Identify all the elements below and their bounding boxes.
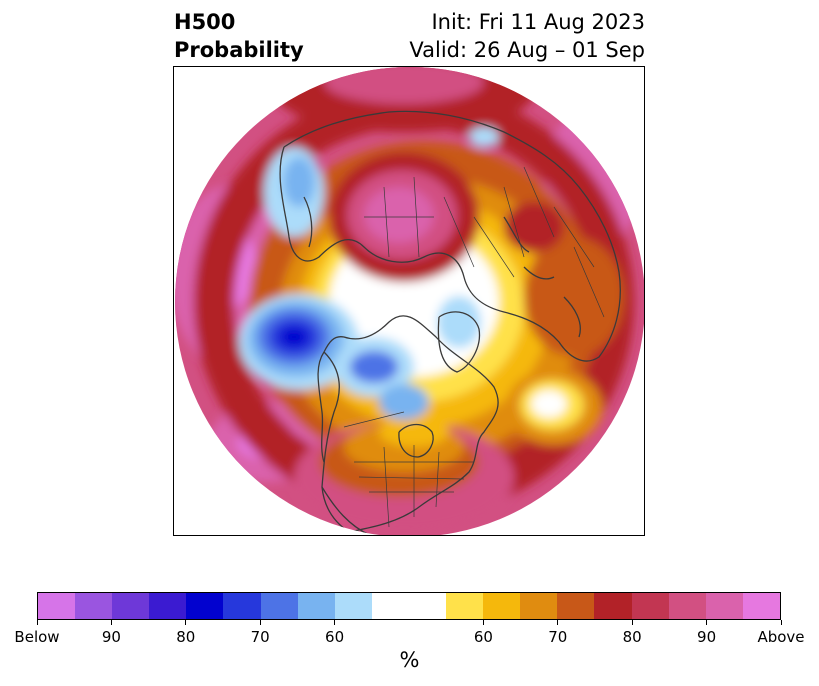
product-title: Probability	[174, 38, 304, 62]
colorbar-segment	[668, 593, 706, 619]
colorbar-tick	[706, 620, 708, 625]
colorbar-segment	[223, 593, 261, 619]
colorbar-tick-label: Above	[757, 628, 805, 646]
colorbar-tick-label: 70	[548, 628, 568, 646]
colorbar-segment	[297, 593, 335, 619]
colorbar-tick-label: Below	[14, 628, 60, 646]
colorbar-segment	[371, 593, 447, 619]
valid-period: Valid: 26 Aug – 01 Sep	[409, 38, 645, 62]
colorbar-segment	[631, 593, 669, 619]
colorbar-tick	[110, 620, 112, 625]
colorbar-ticks: Below 90 80 70 60 60 70 80 90 Above	[14, 620, 805, 646]
colorbar-tick-label: 70	[250, 628, 270, 646]
colorbar-segment	[520, 593, 558, 619]
probability-field	[175, 67, 644, 535]
coastline-hudson-bay	[398, 423, 434, 458]
coastline-kamchatka	[303, 196, 313, 248]
colorbar-tick-label: 80	[622, 628, 642, 646]
colorbar-segment	[557, 593, 595, 619]
coastline-eurasia	[279, 110, 621, 362]
colorbar-segment	[75, 593, 113, 619]
colorbar-tick	[334, 620, 336, 625]
border-lines	[343, 166, 605, 528]
coastlines	[279, 110, 621, 535]
colorbar-tick	[631, 620, 633, 625]
colorbar-tick	[557, 620, 559, 625]
title-block-right: Init: Fri 11 Aug 2023 Valid: 26 Aug – 01…	[409, 8, 645, 64]
colorbar-tick	[780, 620, 782, 625]
coastline-north-america	[321, 315, 499, 533]
colorbar-segment	[446, 593, 484, 619]
colorbar-tick	[259, 620, 261, 625]
colorbar-segment	[483, 593, 521, 619]
coastline-pacific-coast	[317, 351, 325, 463]
colorbar-segment	[742, 593, 780, 619]
coastline-europe	[503, 216, 581, 338]
colorbar-segment	[260, 593, 298, 619]
colorbar-segment	[334, 593, 372, 619]
colorbar-tick	[482, 620, 484, 625]
colorbar-segment	[112, 593, 150, 619]
polar-map	[173, 66, 645, 536]
colorbar-tick-label: 60	[325, 628, 345, 646]
colorbar-segment	[594, 593, 632, 619]
map-svg	[175, 67, 644, 535]
variable-title: H500	[174, 10, 236, 34]
colorbar-tick-label: 90	[697, 628, 717, 646]
colorbar-tick	[36, 620, 38, 625]
colorbar-tick-label: 60	[473, 628, 493, 646]
colorbar-segment	[38, 593, 76, 619]
colorbar-segment	[705, 593, 743, 619]
colorbar-segment	[149, 593, 187, 619]
colorbar-tick	[185, 620, 187, 625]
colorbar-tick-label: 80	[176, 628, 196, 646]
colorbar-segment	[186, 593, 224, 619]
colorbar-tick-label: 90	[101, 628, 121, 646]
title-block-left: H500 Probability	[174, 8, 304, 64]
colorbar	[37, 592, 781, 620]
init-time: Init: Fri 11 Aug 2023	[431, 10, 645, 34]
coastline-greenland	[437, 311, 481, 373]
colorbar-unit-label: %	[399, 648, 420, 672]
